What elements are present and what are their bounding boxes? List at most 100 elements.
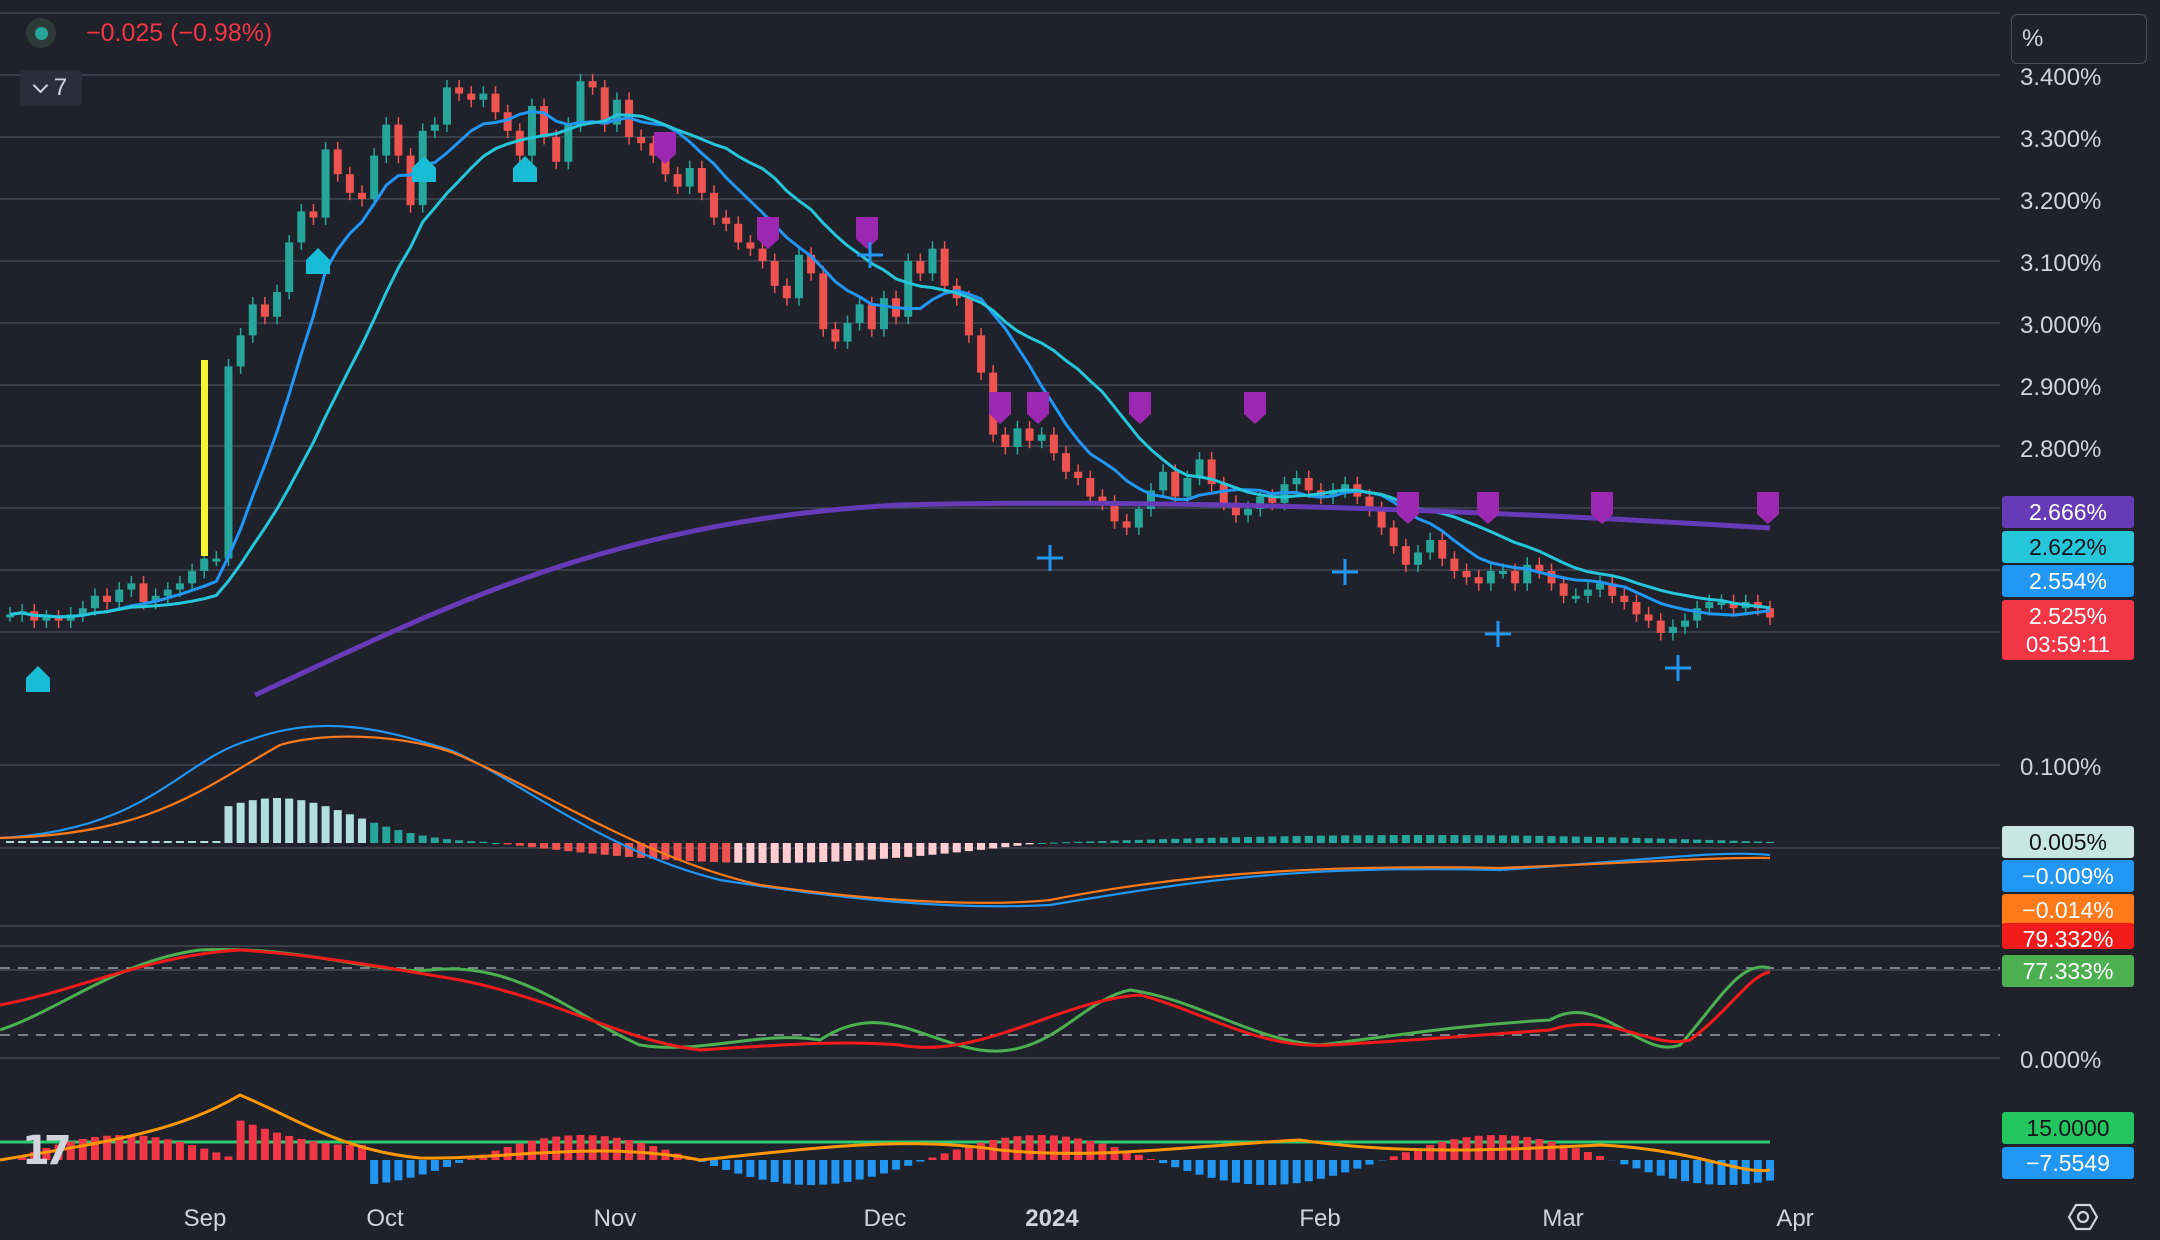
macd-bar	[370, 822, 379, 843]
x-axis-label: Oct	[366, 1205, 404, 1232]
osc-bar	[115, 1135, 124, 1160]
signal-marker	[856, 217, 878, 249]
indicator-count: 7	[53, 74, 68, 101]
macd-bar	[1244, 836, 1253, 843]
macd-bar	[1329, 835, 1338, 843]
x-axis-label: Nov	[594, 1205, 637, 1232]
candle-body	[1377, 509, 1386, 528]
visibility-dot-icon[interactable]	[26, 18, 56, 48]
macd-bar	[637, 843, 646, 858]
osc-bar	[1183, 1160, 1192, 1172]
macd-bar	[1159, 839, 1168, 843]
osc-bar	[1729, 1160, 1738, 1185]
osc-bar	[18, 1155, 27, 1160]
candle-body	[1438, 540, 1447, 559]
candle-body	[309, 211, 318, 218]
osc-bar	[1547, 1141, 1556, 1160]
osc-bar	[382, 1160, 391, 1183]
candle-body	[248, 304, 257, 336]
macd-bar	[66, 841, 75, 843]
highlight-candle	[201, 360, 208, 556]
osc-bar	[782, 1160, 791, 1184]
macd-bar	[1256, 836, 1265, 843]
candle-body	[297, 211, 306, 243]
candle-body	[491, 93, 500, 113]
osc-bar	[309, 1141, 318, 1160]
osc-bar	[1316, 1160, 1325, 1179]
candle-body	[576, 81, 585, 125]
macd-bar	[1074, 841, 1083, 843]
osc-bar	[455, 1160, 464, 1163]
macd-hist-value: 0.005%	[2029, 829, 2107, 855]
macd-bar	[527, 843, 536, 848]
osc-bar	[42, 1148, 51, 1160]
osc-bar	[285, 1135, 294, 1160]
macd-bar	[442, 839, 451, 843]
macd-bar	[819, 843, 828, 863]
candle-body	[734, 223, 743, 243]
macd-bar	[1414, 835, 1422, 843]
macd-bar	[1535, 835, 1544, 843]
macd-bar	[467, 841, 476, 843]
macd-bar	[1571, 836, 1580, 843]
osc-bar	[977, 1142, 986, 1160]
candle-body	[843, 323, 852, 342]
candle-body	[212, 558, 221, 562]
price-tick-label: 3.400%	[2020, 64, 2101, 91]
legend-header: −0.025 (−0.98%)	[26, 18, 272, 48]
macd-bar	[1753, 841, 1762, 843]
osc-bar	[260, 1128, 269, 1160]
ma-mid-value: 2.622%	[2029, 534, 2107, 560]
osc-bar	[722, 1160, 731, 1170]
candle-body	[940, 248, 949, 286]
osc-bar	[794, 1160, 803, 1185]
macd-bar	[600, 843, 609, 855]
unit-selector[interactable]: %	[2011, 14, 2147, 64]
osc-bar	[952, 1149, 961, 1160]
macd-bar	[1280, 836, 1289, 843]
osc-bar	[1062, 1136, 1070, 1160]
osc-bar	[175, 1141, 184, 1160]
candle-body	[1389, 527, 1398, 547]
candle-body	[1268, 496, 1277, 503]
osc-bar	[734, 1160, 743, 1174]
ma-slow-value-bg	[2002, 496, 2134, 528]
macd-bar	[807, 843, 816, 863]
candle-body	[1025, 428, 1034, 441]
macd-bar	[1037, 843, 1046, 844]
candle-body	[1098, 496, 1107, 503]
macd-histogram	[6, 798, 1774, 863]
macd-bar	[1110, 840, 1119, 843]
osc-bar	[1535, 1139, 1544, 1160]
x-axis-label: Dec	[864, 1205, 907, 1232]
candle-body	[1596, 583, 1605, 590]
macd-bar	[1729, 840, 1738, 843]
collapse-indicators-button[interactable]: 7	[20, 70, 82, 106]
osc-signal-line	[0, 1093, 1771, 1173]
osc-bar	[916, 1160, 925, 1162]
osc-bar	[612, 1137, 621, 1160]
osc-bar	[1341, 1160, 1350, 1173]
osc-bar	[1365, 1160, 1374, 1165]
macd-bar	[90, 841, 99, 843]
osc-bar	[1596, 1156, 1605, 1160]
candle-body	[1498, 571, 1507, 574]
settings-gear-icon[interactable]	[2068, 1202, 2098, 1232]
candle-body	[794, 254, 803, 299]
osc-bar	[1632, 1160, 1641, 1169]
price-tick-label: 3.000%	[2020, 312, 2101, 339]
macd-bar	[1219, 837, 1228, 843]
macd-bar	[1717, 840, 1726, 843]
candle-body	[1159, 471, 1168, 491]
candle-body	[224, 366, 233, 559]
macd-bar	[188, 841, 197, 843]
macd-bar	[625, 843, 634, 857]
candle-body	[1207, 459, 1216, 485]
osc-bar	[200, 1148, 209, 1160]
candle-body	[333, 149, 342, 175]
candle-body	[1256, 496, 1265, 509]
macd-bar	[710, 843, 718, 863]
macd-bar	[1171, 838, 1180, 843]
candle-body	[1365, 496, 1374, 509]
